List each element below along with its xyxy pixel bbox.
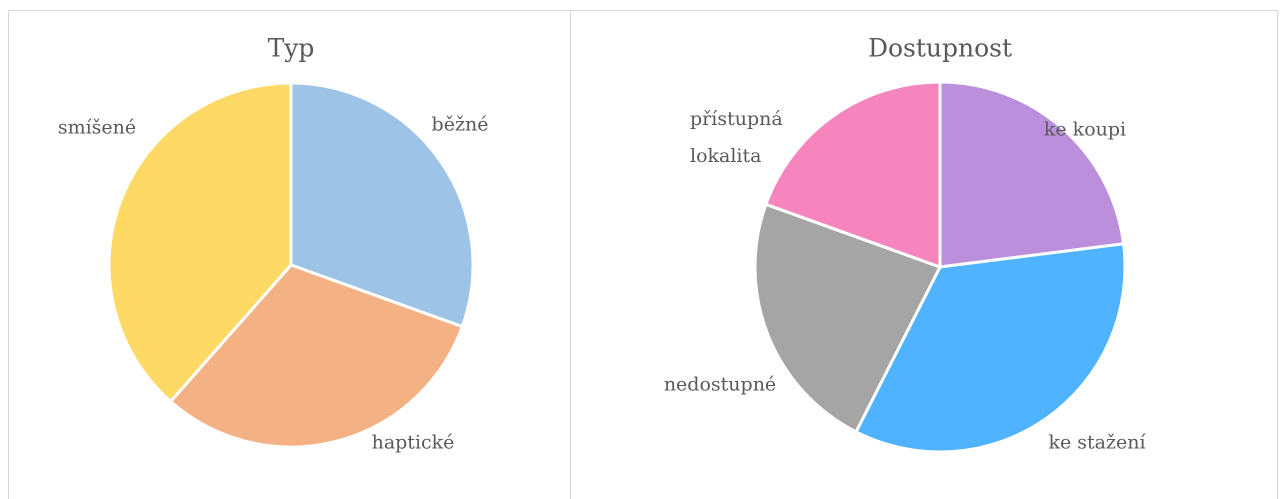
pie-slice	[938, 80, 1126, 269]
chart-title: Dostupnost	[867, 33, 1013, 63]
pie-slice	[168, 263, 465, 449]
slice-label: nedostupné	[663, 373, 777, 396]
pie-slice	[753, 202, 943, 434]
chart-title: Typ	[267, 33, 315, 63]
slice-label: smíšené	[57, 116, 137, 139]
chart-panel	[570, 10, 1278, 499]
pie-slice	[107, 81, 293, 404]
slice-label: přístupná lokalita	[690, 108, 783, 167]
pie-slice	[853, 242, 1127, 454]
slice-label: běžné	[431, 113, 489, 136]
slice-label: ke koupi	[1043, 118, 1127, 141]
slice-label: ke stažení	[1048, 431, 1146, 454]
slice-label: haptické	[371, 431, 455, 454]
pie-slice	[289, 81, 475, 329]
pie-slice	[764, 80, 942, 270]
